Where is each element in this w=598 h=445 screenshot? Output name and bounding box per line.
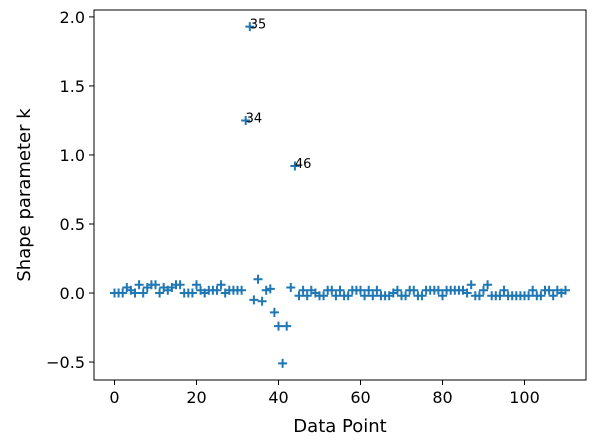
y-tick-label: 1.0 [60, 146, 85, 165]
x-tick-label: 80 [432, 388, 452, 407]
data-point [253, 274, 263, 284]
data-point [356, 285, 365, 295]
data-point [151, 280, 160, 290]
x-tick-label: 20 [186, 388, 206, 407]
x-axis: 0 20 40 60 80 100 [109, 380, 540, 407]
data-point [274, 321, 283, 331]
data-point [536, 291, 546, 301]
data-point [187, 288, 197, 298]
x-tick-label: 100 [509, 388, 540, 407]
data-point [261, 285, 271, 295]
data-point [372, 285, 382, 295]
data-point [433, 285, 443, 295]
data-point [392, 285, 402, 295]
data-point [499, 285, 509, 295]
data-point [331, 291, 341, 301]
data-point [282, 321, 292, 331]
data-point [364, 285, 374, 295]
data-point [474, 291, 484, 301]
data-point [134, 280, 144, 290]
data-point [335, 285, 345, 295]
x-tick-label: 40 [268, 388, 288, 407]
x-tick-label: 0 [109, 388, 119, 407]
data-point [237, 285, 247, 295]
y-axis: −0.5 0.0 0.5 1.0 1.5 2.0 [46, 8, 94, 372]
y-tick-label: −0.5 [46, 353, 85, 372]
data-point [212, 285, 222, 295]
data-point [155, 288, 165, 298]
data-point [544, 285, 554, 295]
data-point [319, 291, 329, 301]
data-point [118, 288, 128, 298]
data-point [327, 285, 337, 295]
data-point [466, 280, 476, 290]
data-point [302, 291, 312, 301]
data-point [294, 291, 304, 301]
data-points [110, 22, 570, 368]
data-point [269, 307, 279, 317]
x-axis-label: Data Point [293, 416, 386, 437]
data-point [216, 280, 226, 290]
data-point [241, 115, 251, 125]
data-point [192, 280, 201, 290]
annotations: 35 34 46 [246, 18, 312, 172]
data-point [290, 161, 300, 171]
data-point [286, 283, 296, 292]
data-point [343, 291, 353, 301]
x-tick-label: 60 [350, 388, 370, 407]
data-point [483, 280, 493, 290]
data-point [130, 288, 140, 298]
y-tick-label: 0.0 [60, 284, 85, 303]
data-point [548, 291, 558, 301]
data-point [438, 291, 447, 301]
data-point [265, 284, 275, 294]
data-point [368, 291, 378, 301]
y-tick-label: 2.0 [60, 8, 85, 27]
y-axis-label: Shape parameter k [14, 108, 35, 282]
data-point [360, 291, 370, 301]
data-point [528, 285, 538, 295]
data-point [249, 295, 259, 305]
data-point [409, 285, 419, 295]
point-annotation: 46 [295, 157, 312, 172]
data-point [401, 291, 411, 301]
plot-frame [93, 9, 587, 381]
point-annotation: 34 [246, 111, 263, 126]
data-point [298, 285, 308, 295]
data-point [257, 296, 267, 306]
data-point [479, 285, 488, 295]
data-point [417, 291, 427, 301]
data-point [245, 22, 255, 32]
data-point [561, 285, 570, 295]
point-annotation: 35 [250, 18, 267, 33]
data-point [278, 358, 288, 368]
y-tick-label: 1.5 [60, 77, 85, 96]
y-tick-label: 0.5 [60, 215, 85, 234]
data-point [462, 288, 472, 298]
data-point [495, 291, 505, 301]
data-point [524, 291, 534, 301]
data-point [138, 288, 148, 298]
data-point [175, 280, 185, 290]
